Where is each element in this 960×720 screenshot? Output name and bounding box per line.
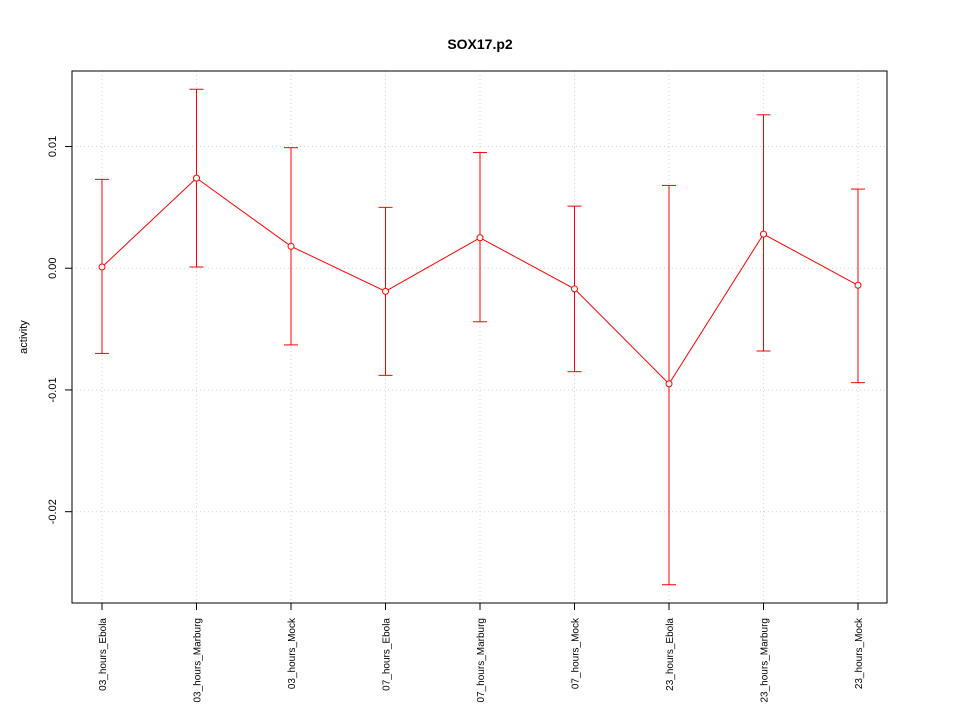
data-point — [287, 242, 295, 250]
x-tick-label: 23_hours_Ebola — [665, 618, 676, 691]
y-axis-label: activity — [18, 320, 30, 354]
x-tick-label: 23_hours_Marburg — [760, 618, 771, 703]
data-point — [476, 234, 484, 242]
grid — [72, 71, 887, 603]
x-tick-label: 07_hours_Mock — [571, 617, 582, 689]
x-tick-label: 07_hours_Ebola — [382, 618, 393, 691]
y-tick-label: -0.02 — [47, 499, 59, 524]
data-point — [193, 174, 200, 182]
y-tick-label: 0.00 — [47, 258, 59, 279]
data-point — [665, 380, 673, 388]
chart-title: SOX17.p2 — [447, 36, 513, 52]
y-tick-label: 0.01 — [47, 136, 59, 157]
x-tick-label: 03_hours_Marburg — [193, 618, 204, 703]
y-tick-label: -0.01 — [47, 377, 59, 402]
data-point — [760, 230, 767, 238]
x-tick-label: 03_hours_Ebola — [98, 618, 109, 691]
data-point — [571, 285, 578, 293]
x-tick-label: 03_hours_Mock — [287, 617, 298, 689]
x-axis: 03_hours_Ebola 03_hours_Marburg 03_hours_M… — [98, 603, 865, 703]
x-tick-label: 07_hours_Marburg — [476, 618, 487, 703]
data-point — [98, 263, 106, 271]
data-point — [382, 287, 389, 295]
x-tick-label: 23_hours_Mock — [854, 617, 865, 689]
y-axis: -0.02 -0.01 0.00 0.01 — [47, 136, 72, 524]
data-point — [854, 281, 862, 289]
series — [95, 88, 865, 586]
